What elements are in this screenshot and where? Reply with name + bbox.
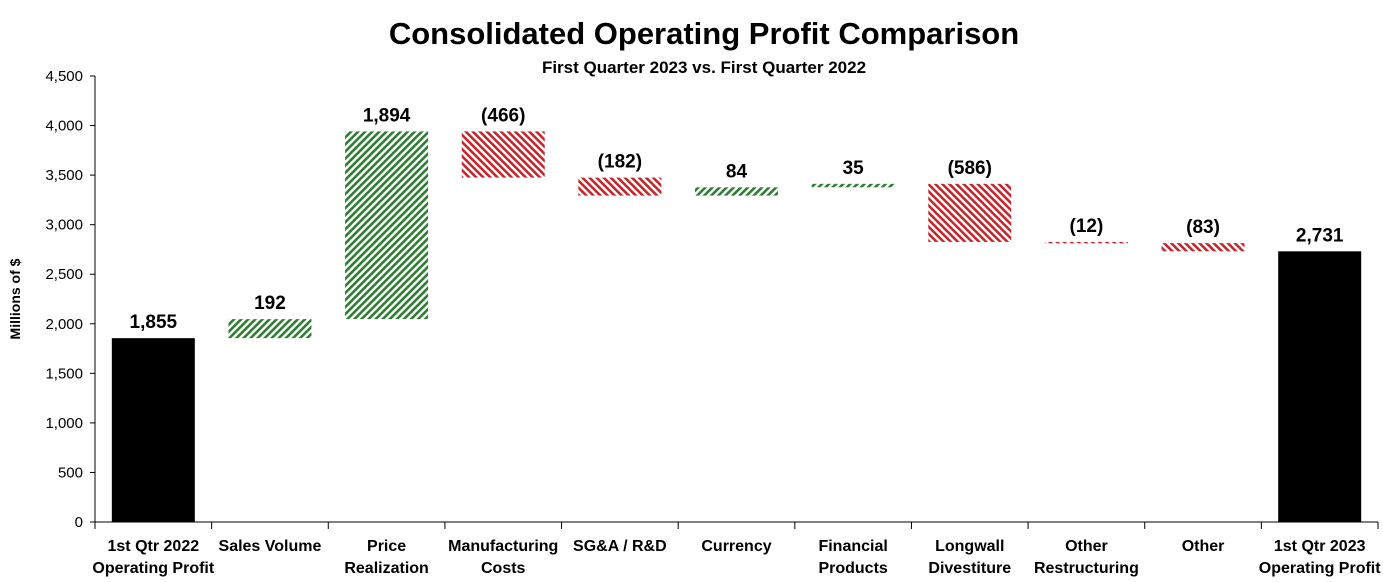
x-tick-label: Other (1065, 538, 1108, 555)
chart-subtitle: First Quarter 2023 vs. First Quarter 202… (542, 58, 866, 77)
bar (1044, 241, 1128, 244)
x-tick-label: SG&A / R&D (573, 538, 667, 555)
data-label: 2,731 (1296, 225, 1344, 246)
y-tick-label: 3,000 (45, 217, 83, 234)
bar (811, 183, 895, 188)
y-tick-label: 0 (75, 514, 83, 531)
x-tick-label: Operating Profit (1259, 560, 1381, 577)
data-label: 1,894 (363, 105, 411, 126)
x-tick-label: Other (1182, 538, 1225, 555)
bar (695, 187, 778, 196)
y-axis-label: Millions of $ (7, 258, 23, 339)
y-tick-label: 3,500 (45, 167, 83, 184)
y-tick-label: 2,000 (45, 316, 83, 333)
y-tick-label: 2,500 (45, 266, 83, 283)
data-label: 35 (843, 158, 865, 179)
bar (578, 177, 662, 196)
data-label: 84 (726, 161, 748, 182)
x-tick-label: Divestiture (928, 560, 1011, 577)
data-label: 1,855 (130, 312, 178, 333)
y-tick-label: 4,500 (45, 68, 83, 85)
x-tick-label: Financial (818, 538, 887, 555)
y-tick-label: 4,000 (45, 118, 83, 135)
data-label: (12) (1070, 216, 1104, 237)
bar (928, 183, 1012, 242)
data-label: (83) (1186, 217, 1220, 238)
x-tick-label: Operating Profit (92, 560, 214, 577)
x-tick-label: 1st Qtr 2023 (1274, 538, 1366, 555)
x-tick-label: 1st Qtr 2022 (108, 538, 200, 555)
y-tick-label: 1,000 (45, 415, 83, 432)
y-tick-label: 500 (58, 464, 83, 481)
x-tick-label: Products (818, 560, 887, 577)
data-label: 192 (254, 293, 286, 314)
x-tick-label: Currency (701, 538, 771, 555)
y-tick-label: 1,500 (45, 365, 83, 382)
bar (345, 131, 429, 320)
x-tick-label: Sales Volume (219, 538, 322, 555)
bar (111, 338, 195, 522)
x-tick-label: Realization (344, 560, 428, 577)
bar (461, 131, 545, 178)
x-tick-label: Price (367, 538, 406, 555)
x-tick-label: Restructuring (1034, 560, 1139, 577)
x-tick-label: Costs (481, 560, 526, 577)
chart-title: Consolidated Operating Profit Comparison (389, 16, 1019, 51)
bar (1278, 251, 1362, 522)
data-label: (586) (948, 158, 992, 179)
data-label: (466) (481, 105, 525, 126)
bar (228, 319, 312, 339)
x-tick-label: Manufacturing (448, 538, 558, 555)
data-label: (182) (598, 152, 642, 173)
bar (1161, 243, 1245, 252)
x-tick-label: Longwall (935, 538, 1004, 555)
